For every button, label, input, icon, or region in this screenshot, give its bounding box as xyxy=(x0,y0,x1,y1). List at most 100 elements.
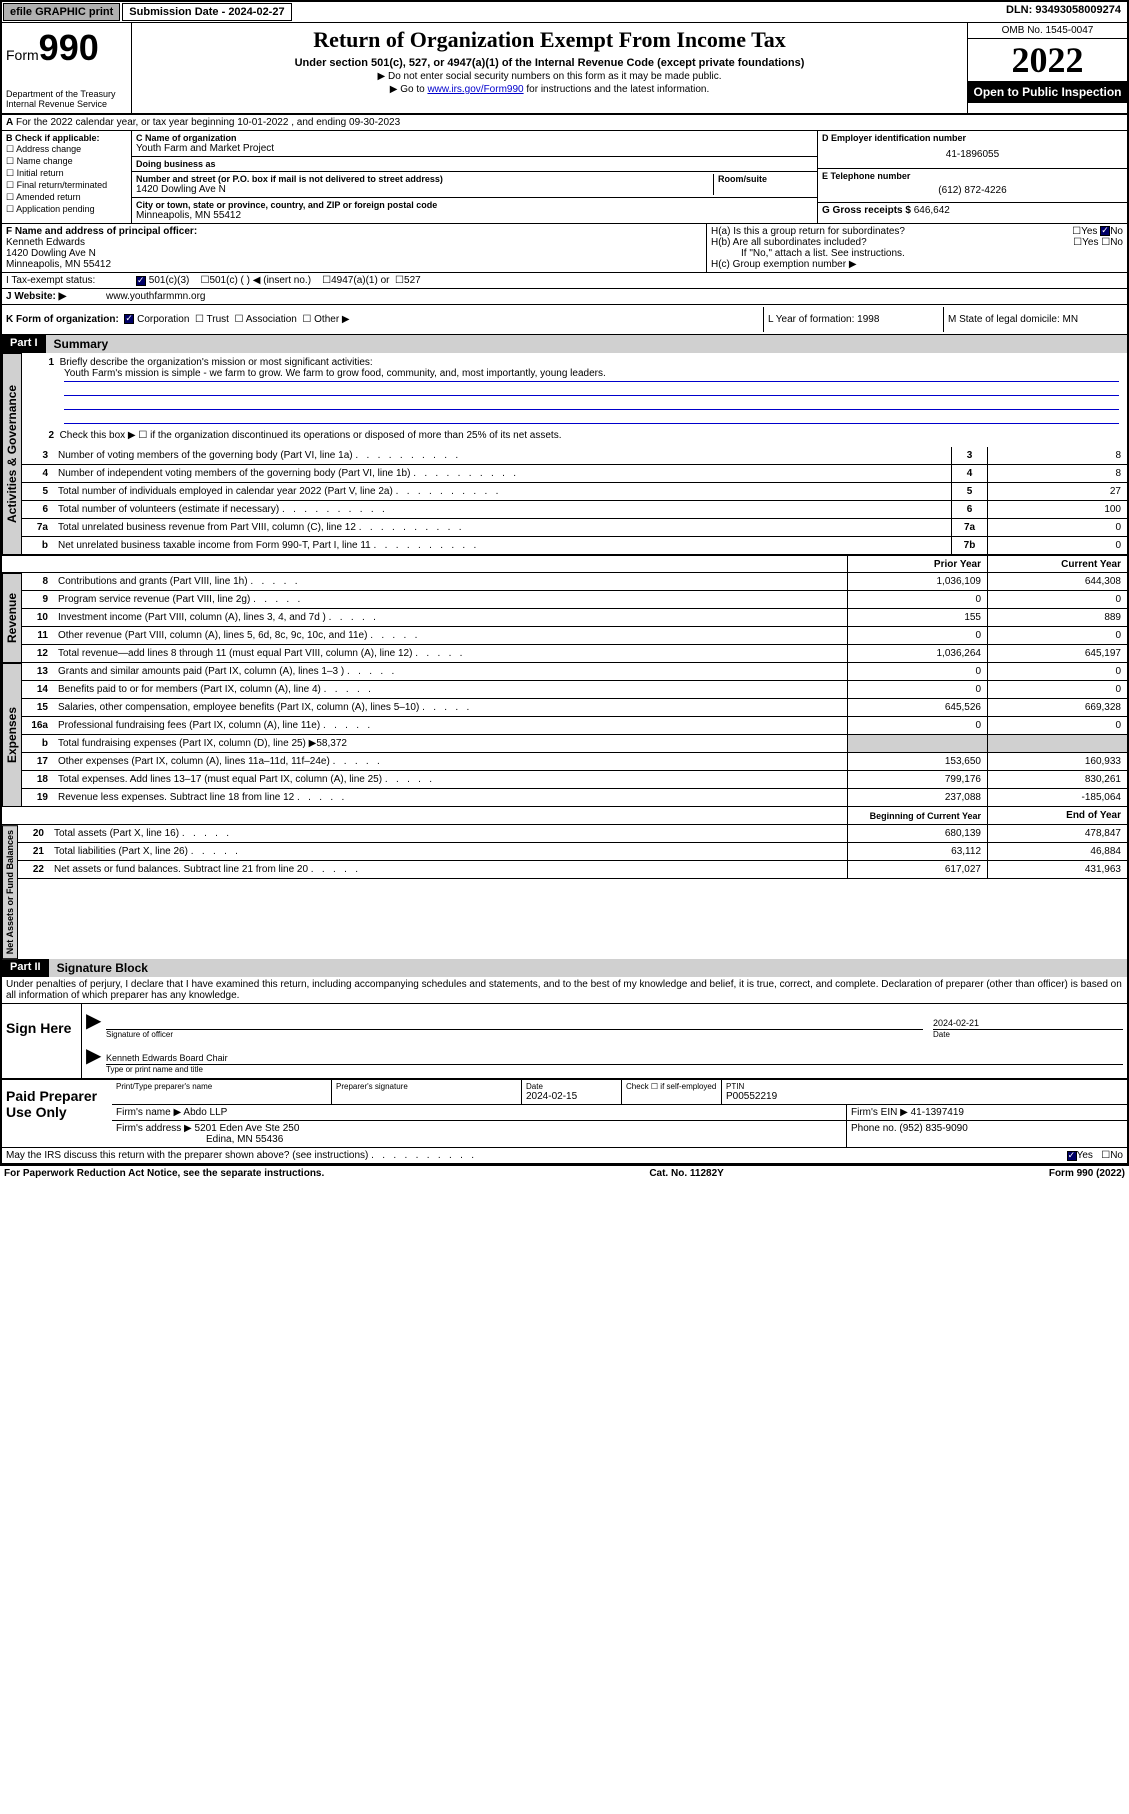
officer-sig-line xyxy=(106,1008,923,1030)
chk-corporation[interactable] xyxy=(124,314,134,324)
topbar: efile GRAPHIC print Submission Date - 20… xyxy=(2,2,1127,23)
h-c-label: H(c) Group exemption number ▶ xyxy=(711,259,1123,270)
mission-text: Youth Farm's mission is simple - we farm… xyxy=(64,368,1119,382)
opt-other: Other ▶ xyxy=(314,314,349,325)
note2-prefix: ▶ Go to xyxy=(390,84,428,95)
col-prior-year: Prior Year xyxy=(847,556,987,572)
officer-printed-name: Kenneth Edwards Board Chair xyxy=(106,1043,1123,1065)
chk-name-change[interactable]: ☐ Name change xyxy=(6,156,127,167)
tax-year: 2022 xyxy=(968,39,1127,81)
part-1-header-row: Part I Summary xyxy=(2,335,1127,353)
firm-ein: 41-1397419 xyxy=(911,1107,964,1118)
footer-left: For Paperwork Reduction Act Notice, see … xyxy=(4,1168,324,1179)
summary-line-22: 22Net assets or fund balances. Subtract … xyxy=(18,861,1127,879)
section-c: C Name of organization Youth Farm and Ma… xyxy=(132,131,817,223)
gross-receipts-value: 646,642 xyxy=(914,205,950,216)
balance-columns-header: Beginning of Current Year End of Year xyxy=(2,807,1127,825)
form-number: 990 xyxy=(39,27,99,68)
opt-4947: 4947(a)(1) or xyxy=(331,275,389,286)
summary-line-17: 17Other expenses (Part IX, column (A), l… xyxy=(22,753,1127,771)
prep-sig-label: Preparer's signature xyxy=(336,1082,517,1091)
summary-line-13: 13Grants and similar amounts paid (Part … xyxy=(22,663,1127,681)
part-2-header-row: Part II Signature Block xyxy=(2,959,1127,977)
summary-line-18: 18Total expenses. Add lines 13–17 (must … xyxy=(22,771,1127,789)
sections-deg: D Employer identification number 41-1896… xyxy=(817,131,1127,223)
dept-treasury: Department of the Treasury xyxy=(6,89,127,99)
form-prefix: Form xyxy=(6,47,39,63)
summary-line-8: 8Contributions and grants (Part VIII, li… xyxy=(22,573,1127,591)
may-irs-row: May the IRS discuss this return with the… xyxy=(2,1147,1127,1164)
may-irs-yes-chk[interactable] xyxy=(1067,1151,1077,1161)
ein-label: D Employer identification number xyxy=(822,133,1123,143)
summary-line-3: 3Number of voting members of the governi… xyxy=(22,447,1127,465)
opt-527: 527 xyxy=(404,275,421,286)
note2-suffix: for instructions and the latest informat… xyxy=(524,84,710,95)
firm-addr2: Edina, MN 55436 xyxy=(116,1134,283,1145)
h-b-label: H(b) Are all subordinates included? xyxy=(711,237,867,248)
summary-line-7a: 7aTotal unrelated business revenue from … xyxy=(22,519,1127,537)
state-domicile: M State of legal domicile: MN xyxy=(943,307,1123,332)
form-container: efile GRAPHIC print Submission Date - 20… xyxy=(0,0,1129,1166)
dln: DLN: 93493058009274 xyxy=(1000,2,1127,22)
phone-label: E Telephone number xyxy=(822,171,1123,181)
type-name-caption: Type or print name and title xyxy=(106,1065,1123,1074)
page-footer: For Paperwork Reduction Act Notice, see … xyxy=(0,1166,1129,1181)
year-columns-header: Prior Year Current Year xyxy=(2,555,1127,573)
summary-line-9: 9Program service revenue (Part VIII, lin… xyxy=(22,591,1127,609)
revenue-section: Revenue 8Contributions and grants (Part … xyxy=(2,573,1127,663)
h-a-label: H(a) Is this a group return for subordin… xyxy=(711,226,905,237)
opt-assoc: Association xyxy=(246,314,297,325)
summary-line-6: 6Total number of volunteers (estimate if… xyxy=(22,501,1127,519)
officer-name: Kenneth Edwards xyxy=(6,237,85,248)
h-a-answer: ☐Yes No xyxy=(1072,226,1123,237)
declaration-text: Under penalties of perjury, I declare th… xyxy=(2,977,1127,1004)
chk-address-change[interactable]: ☐ Address change xyxy=(6,144,127,155)
h-a-no-chk[interactable] xyxy=(1100,226,1110,236)
prep-phone-label: Phone no. xyxy=(851,1123,897,1134)
phone-value: (612) 872-4226 xyxy=(822,181,1123,200)
chk-501c3[interactable] xyxy=(136,276,146,286)
summary-line-5: 5Total number of individuals employed in… xyxy=(22,483,1127,501)
form-header: Form990 Department of the Treasury Inter… xyxy=(2,23,1127,115)
dots xyxy=(368,1150,474,1161)
may-irs-yes: Yes xyxy=(1077,1150,1093,1161)
summary-line-11: 11Other revenue (Part VIII, column (A), … xyxy=(22,627,1127,645)
section-i: I Tax-exempt status: 501(c)(3) ☐ 501(c) … xyxy=(2,273,1127,289)
chk-app-pending[interactable]: ☐ Application pending xyxy=(6,204,127,215)
sign-here-label: Sign Here xyxy=(2,1004,82,1078)
net-label: Net Assets or Fund Balances xyxy=(2,825,18,959)
mission-blank-2 xyxy=(64,396,1119,410)
part-2-header: Part II xyxy=(2,959,49,977)
city-state-zip: Minneapolis, MN 55412 xyxy=(136,210,813,221)
sections-bcdeg: B Check if applicable: ☐ Address change … xyxy=(2,131,1127,224)
section-b: B Check if applicable: ☐ Address change … xyxy=(2,131,132,223)
ptin-value: P00552219 xyxy=(726,1091,1123,1102)
org-name-label: C Name of organization xyxy=(136,133,813,143)
efile-print-btn[interactable]: efile GRAPHIC print xyxy=(3,3,120,21)
sig-date-caption: Date xyxy=(933,1030,1123,1039)
sig-officer-caption: Signature of officer xyxy=(106,1030,923,1039)
sig-arrow-icon: ▶ xyxy=(86,1008,106,1039)
summary-line-15: 15Salaries, other compensation, employee… xyxy=(22,699,1127,717)
mission-blank-1 xyxy=(64,382,1119,396)
col-current-year: Current Year xyxy=(987,556,1127,572)
chk-initial-return[interactable]: ☐ Initial return xyxy=(6,168,127,179)
footer-mid: Cat. No. 11282Y xyxy=(649,1168,723,1179)
summary-line-16a: 16aProfessional fundraising fees (Part I… xyxy=(22,717,1127,735)
sign-here-row: Sign Here ▶ Signature of officer 2024-02… xyxy=(2,1004,1127,1079)
sections-fh: F Name and address of principal officer:… xyxy=(2,224,1127,273)
org-name: Youth Farm and Market Project xyxy=(136,143,813,154)
gov-label: Activities & Governance xyxy=(2,353,22,555)
chk-amended[interactable]: ☐ Amended return xyxy=(6,192,127,203)
firm-addr1: 5201 Eden Ave Ste 250 xyxy=(195,1123,300,1134)
opt-501c: 501(c) ( ) ◀ (insert no.) xyxy=(209,275,311,286)
tax-year-range: For the 2022 calendar year, or tax year … xyxy=(16,117,400,128)
room-label: Room/suite xyxy=(718,174,813,184)
sig-arrow-icon-2: ▶ xyxy=(86,1043,106,1074)
part-1-header: Part I xyxy=(2,335,46,353)
firm-name: Abdo LLP xyxy=(183,1107,227,1118)
irs-link[interactable]: www.irs.gov/Form990 xyxy=(427,84,523,95)
form-subtitle: Under section 501(c), 527, or 4947(a)(1)… xyxy=(136,57,963,69)
chk-final-return[interactable]: ☐ Final return/terminated xyxy=(6,180,127,191)
officer-city: Minneapolis, MN 55412 xyxy=(6,259,111,270)
